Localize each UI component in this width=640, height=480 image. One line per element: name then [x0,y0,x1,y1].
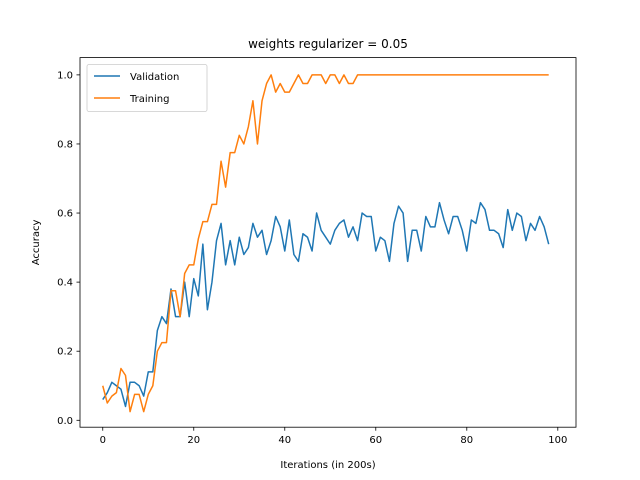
x-tick-label: 100 [548,435,567,446]
x-axis-label: Iterations (in 200s) [280,460,375,471]
legend-label-validation: Validation [130,72,179,83]
y-axis-label: Accuracy [31,219,42,265]
legend-label-training: Training [129,94,169,105]
y-tick-label: 0.2 [57,347,73,358]
x-tick-label: 80 [460,435,473,446]
x-tick-label: 40 [278,435,291,446]
y-tick-label: 1.0 [57,70,73,81]
chart-title: weights regularizer = 0.05 [248,37,408,51]
x-tick-label: 60 [369,435,382,446]
plot-frame [79,57,577,428]
y-axis: 0.0 0.2 0.4 0.6 0.8 1.0 [57,70,80,427]
x-axis: 0 20 40 60 80 100 [100,427,567,446]
x-tick-label: 0 [100,435,106,446]
y-tick-label: 0.0 [57,416,73,427]
y-tick-label: 0.8 [57,139,73,150]
series-line-validation [102,201,550,408]
plot-lines [102,74,550,413]
y-tick-label: 0.4 [57,278,73,289]
y-tick-label: 0.6 [57,209,73,220]
series-line-training [102,74,549,413]
legend: Validation Training [86,64,208,112]
x-tick-label: 20 [187,435,200,446]
